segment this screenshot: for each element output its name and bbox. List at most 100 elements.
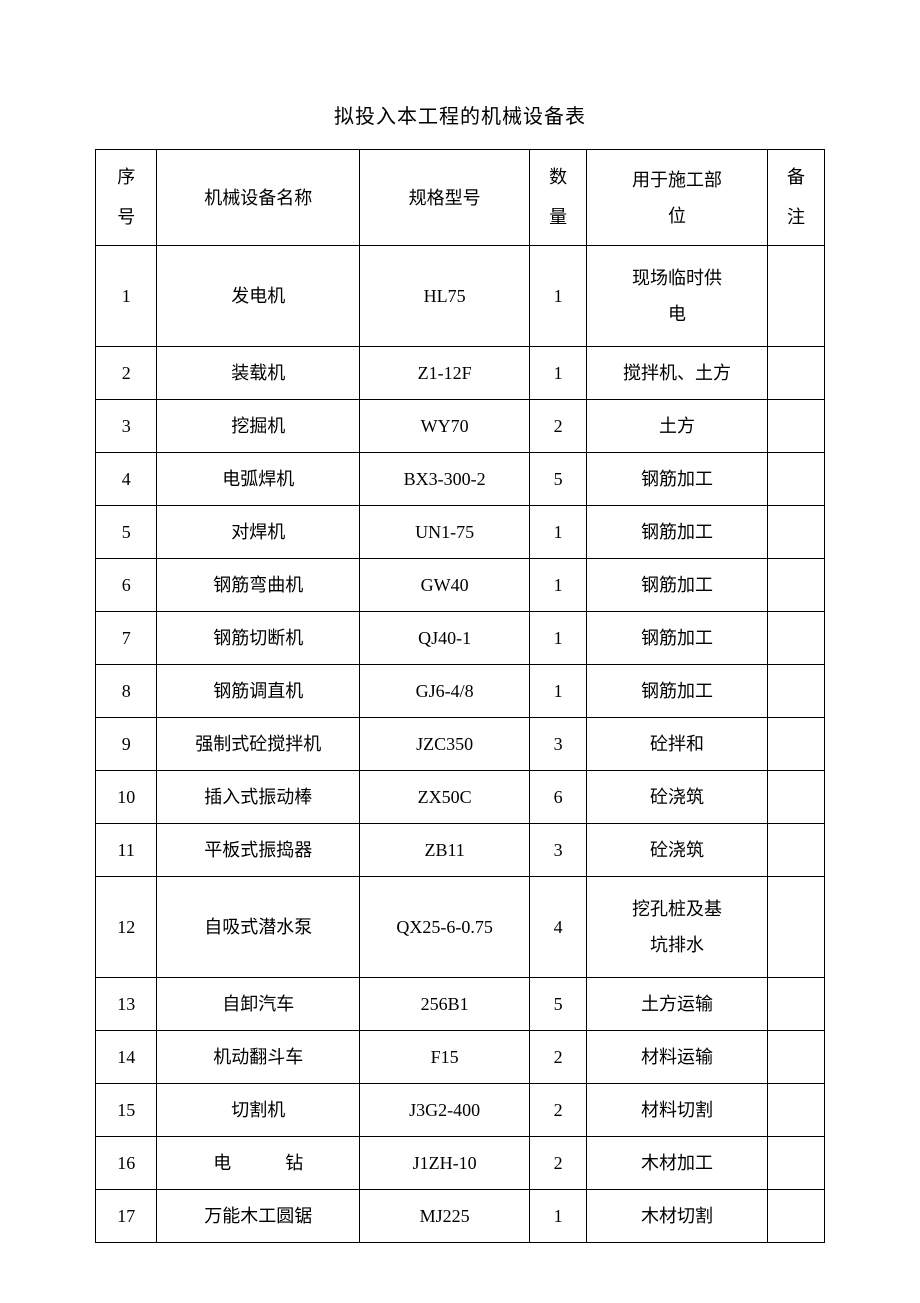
cell-seq: 2 (96, 347, 157, 400)
cell-qty: 3 (530, 718, 587, 771)
header-seq: 序号 (96, 150, 157, 246)
cell-name: 电弧焊机 (157, 453, 360, 506)
cell-name: 插入式振动棒 (157, 771, 360, 824)
cell-qty: 3 (530, 824, 587, 877)
cell-note (767, 978, 824, 1031)
table-row: 2装载机Z1-12F1搅拌机、土方 (96, 347, 825, 400)
cell-name: 强制式砼搅拌机 (157, 718, 360, 771)
table-row: 9强制式砼搅拌机JZC3503砼拌和 (96, 718, 825, 771)
cell-qty: 5 (530, 978, 587, 1031)
cell-use: 土方运输 (587, 978, 768, 1031)
cell-seq: 17 (96, 1190, 157, 1243)
cell-qty: 1 (530, 347, 587, 400)
cell-qty: 1 (530, 506, 587, 559)
cell-use: 现场临时供电 (587, 246, 768, 347)
header-qty: 数量 (530, 150, 587, 246)
table-row: 3挖掘机WY702土方 (96, 400, 825, 453)
cell-seq: 7 (96, 612, 157, 665)
cell-seq: 12 (96, 877, 157, 978)
table-row: 10插入式振动棒ZX50C6砼浇筑 (96, 771, 825, 824)
cell-spec: WY70 (360, 400, 530, 453)
cell-qty: 4 (530, 877, 587, 978)
cell-use: 挖孔桩及基坑排水 (587, 877, 768, 978)
cell-use: 材料运输 (587, 1031, 768, 1084)
cell-qty: 2 (530, 1084, 587, 1137)
table-row: 5对焊机UN1-751钢筋加工 (96, 506, 825, 559)
cell-note (767, 771, 824, 824)
cell-seq: 13 (96, 978, 157, 1031)
cell-qty: 1 (530, 665, 587, 718)
table-row: 12自吸式潜水泵QX25-6-0.754挖孔桩及基坑排水 (96, 877, 825, 978)
cell-note (767, 877, 824, 978)
cell-qty: 1 (530, 1190, 587, 1243)
cell-name: 机动翻斗车 (157, 1031, 360, 1084)
equipment-table: 序号 机械设备名称 规格型号 数量 用于施工部位 备注 1发电机HL751现场临… (95, 149, 825, 1243)
cell-name: 钢筋调直机 (157, 665, 360, 718)
cell-qty: 2 (530, 1031, 587, 1084)
cell-qty: 6 (530, 771, 587, 824)
cell-spec: GJ6-4/8 (360, 665, 530, 718)
cell-seq: 9 (96, 718, 157, 771)
cell-qty: 1 (530, 612, 587, 665)
cell-qty: 2 (530, 400, 587, 453)
cell-seq: 15 (96, 1084, 157, 1137)
cell-spec: J3G2-400 (360, 1084, 530, 1137)
table-body: 1发电机HL751现场临时供电2装载机Z1-12F1搅拌机、土方3挖掘机WY70… (96, 246, 825, 1243)
cell-spec: ZX50C (360, 771, 530, 824)
cell-qty: 5 (530, 453, 587, 506)
cell-name: 自吸式潜水泵 (157, 877, 360, 978)
cell-use: 钢筋加工 (587, 453, 768, 506)
cell-spec: QJ40-1 (360, 612, 530, 665)
cell-note (767, 400, 824, 453)
cell-note (767, 1031, 824, 1084)
cell-note (767, 453, 824, 506)
cell-note (767, 718, 824, 771)
cell-name: 切割机 (157, 1084, 360, 1137)
cell-spec: J1ZH-10 (360, 1137, 530, 1190)
cell-seq: 4 (96, 453, 157, 506)
cell-name: 发电机 (157, 246, 360, 347)
cell-name: 万能木工圆锯 (157, 1190, 360, 1243)
cell-use: 材料切割 (587, 1084, 768, 1137)
table-row: 6钢筋弯曲机GW401钢筋加工 (96, 559, 825, 612)
cell-qty: 1 (530, 246, 587, 347)
cell-spec: Z1-12F (360, 347, 530, 400)
cell-note (767, 1190, 824, 1243)
document-title: 拟投入本工程的机械设备表 (95, 100, 825, 129)
table-row: 4电弧焊机BX3-300-25钢筋加工 (96, 453, 825, 506)
cell-seq: 1 (96, 246, 157, 347)
cell-use: 钢筋加工 (587, 665, 768, 718)
cell-name: 对焊机 (157, 506, 360, 559)
cell-seq: 5 (96, 506, 157, 559)
table-row: 1发电机HL751现场临时供电 (96, 246, 825, 347)
cell-use: 钢筋加工 (587, 559, 768, 612)
cell-name: 钢筋弯曲机 (157, 559, 360, 612)
header-use: 用于施工部位 (587, 150, 768, 246)
cell-note (767, 559, 824, 612)
table-row: 15切割机J3G2-4002材料切割 (96, 1084, 825, 1137)
cell-spec: GW40 (360, 559, 530, 612)
cell-spec: UN1-75 (360, 506, 530, 559)
cell-use: 砼拌和 (587, 718, 768, 771)
header-name: 机械设备名称 (157, 150, 360, 246)
cell-spec: MJ225 (360, 1190, 530, 1243)
cell-note (767, 1084, 824, 1137)
cell-use: 钢筋加工 (587, 506, 768, 559)
header-note: 备注 (767, 150, 824, 246)
cell-note (767, 1137, 824, 1190)
cell-name: 挖掘机 (157, 400, 360, 453)
cell-name: 电 钻 (157, 1137, 360, 1190)
cell-spec: BX3-300-2 (360, 453, 530, 506)
table-row: 7钢筋切断机QJ40-11钢筋加工 (96, 612, 825, 665)
table-row: 11平板式振捣器ZB113砼浇筑 (96, 824, 825, 877)
cell-seq: 8 (96, 665, 157, 718)
cell-qty: 1 (530, 559, 587, 612)
cell-spec: QX25-6-0.75 (360, 877, 530, 978)
cell-use: 木材加工 (587, 1137, 768, 1190)
cell-seq: 10 (96, 771, 157, 824)
table-row: 13自卸汽车256B15土方运输 (96, 978, 825, 1031)
cell-seq: 3 (96, 400, 157, 453)
cell-use: 土方 (587, 400, 768, 453)
cell-note (767, 824, 824, 877)
table-row: 17万能木工圆锯MJ2251木材切割 (96, 1190, 825, 1243)
